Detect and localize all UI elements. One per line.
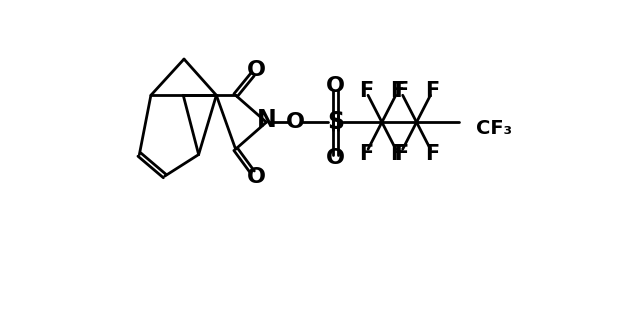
Text: F: F xyxy=(394,144,408,164)
Text: S: S xyxy=(327,110,344,134)
Text: F: F xyxy=(394,81,408,100)
Text: O: O xyxy=(326,76,345,96)
Text: O: O xyxy=(326,148,345,168)
Text: N: N xyxy=(257,108,276,132)
Text: O: O xyxy=(247,167,266,187)
Text: F: F xyxy=(390,81,404,100)
Text: F: F xyxy=(390,144,404,164)
Text: F: F xyxy=(425,144,439,164)
Text: O: O xyxy=(286,112,305,132)
Text: F: F xyxy=(360,144,374,164)
Text: F: F xyxy=(360,81,374,100)
Text: O: O xyxy=(247,60,266,80)
Text: CF₃: CF₃ xyxy=(476,119,512,138)
Text: F: F xyxy=(425,81,439,100)
